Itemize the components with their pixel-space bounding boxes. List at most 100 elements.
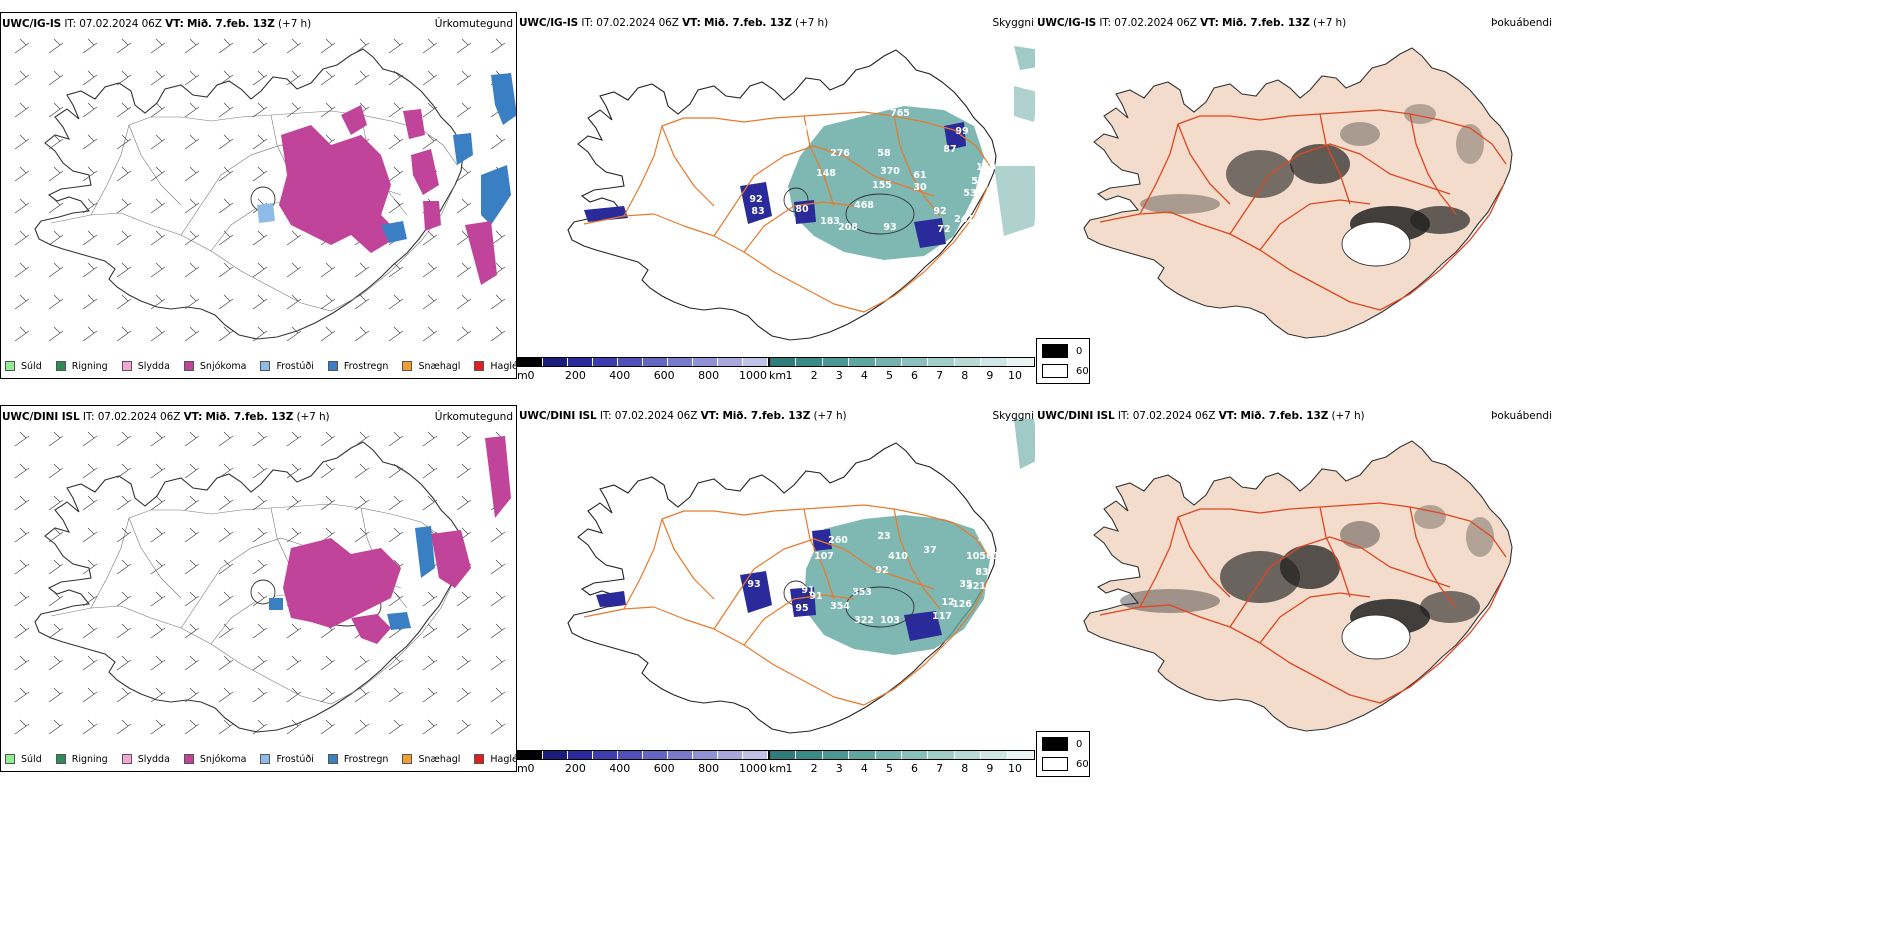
visibility-value-label: 126 [952,599,972,610]
colorbar-bin [875,358,903,366]
low-cloud-area [904,611,942,641]
wind-barb [252,591,268,607]
wind-barb [286,262,302,278]
cloudbase-colorbar: m 0 200 400 600 800 1000 [517,357,769,389]
wind-barb [116,134,132,150]
wind-barb [422,431,438,447]
river-line [50,184,456,312]
visibility-value-label: 83 [751,206,764,217]
fog-key-white-label: 60 [1076,365,1089,377]
wind-barb [150,527,166,543]
wind-barb [14,655,30,671]
visibility-value-label: 99 [955,126,968,137]
wind-barb [116,623,132,639]
visibility-colorbar: km 1 2 3 4 5 6 7 8 9 10 [769,357,1035,389]
frost-rain-area [269,598,283,610]
iceland-outline [567,442,997,734]
colorbar-unit: m [517,762,528,775]
visibility-value-label: 12 [941,597,954,608]
colorbar-tick-label: 1 [785,762,793,775]
legend-label: Frostúði [276,360,314,372]
visibility-value-label: 103 [880,615,900,626]
snow-area [465,221,497,285]
legend-label: Snæhagl [418,753,461,765]
wind-barb [252,262,268,278]
precip-map-top [14,38,516,342]
colorbar-tick-label: 0 [527,762,535,775]
wind-barb [388,134,404,150]
road-line [1229,536,1451,628]
frost-rain-area [415,526,435,578]
precip-panel-top: UWC/IG-IS IT: 07.02.2024 06Z VT: Mið. 7.… [0,12,517,379]
wind-barb [82,623,98,639]
wind-barb [422,134,438,150]
wind-barb [252,687,268,703]
fog-map-top [1083,47,1513,339]
wind-barb [320,38,336,54]
wind-barb [150,431,166,447]
fog-dense-area [1290,144,1350,184]
wind-barb [286,527,302,543]
legend-item: Rigning [55,754,108,765]
wind-barb [422,38,438,54]
legend-label: Frostregn [343,753,389,765]
colorbar-tick-label: 0 [527,369,535,382]
colorbar-bin [668,751,693,759]
visibility-value-label: 105 [966,551,986,562]
legend-item: Snæhagl [402,361,460,372]
visibility-value-label: 619 [986,551,1006,562]
colorbar-bin [743,751,768,759]
wind-barb [184,559,200,575]
wind-barb [218,687,234,703]
colorbar-bin [693,358,718,366]
wind-barb [456,495,472,511]
legend-item: Snæhagl [402,754,460,765]
wind-barb [48,527,64,543]
wind-barb [490,591,506,607]
snow-area [283,538,401,628]
wind-barb [116,463,132,479]
wind-barb [320,294,336,310]
wind-barb [48,687,64,703]
visibility-colorbar: km 1 2 3 4 5 6 7 8 9 10 [769,750,1035,782]
visibility-value-label: 260 [828,535,848,546]
wind-barb [218,230,234,246]
visibility-value-label: 61 [913,170,926,181]
colorbar-bin [718,358,743,366]
wind-barb [116,326,132,342]
low-cloud-area [914,218,946,248]
wind-barb [422,326,438,342]
river-line [128,124,182,206]
fog-key-black-swatch [1042,737,1068,751]
legend-swatch [402,754,413,764]
wind-barb [48,230,64,246]
wind-barb [252,431,268,447]
wind-barb [320,719,336,735]
legend-label: Snjókoma [199,753,247,765]
road-line [623,111,991,217]
wind-barb [388,495,404,511]
wind-barb [422,495,438,511]
wind-barb [388,591,404,607]
wind-barb [14,166,30,182]
wind-barb [354,463,370,479]
colorbar-tick-label: 600 [653,369,675,382]
wind-barb [354,687,370,703]
low-cloud-area [794,200,816,224]
legend-label: Slydda [137,360,170,372]
wind-barb [184,230,200,246]
visibility-value-label: 91 [801,585,814,596]
wind-barb [218,623,234,639]
visibility-value-label: 410 [888,551,908,562]
colorbar-bin [954,751,982,759]
wind-barb [82,527,98,543]
wind-barb [184,294,200,310]
wind-barb [218,655,234,671]
legend-swatch [327,361,338,371]
wind-barb [48,326,64,342]
wind-barb [14,527,30,543]
legend-label: Haglél [490,360,516,372]
visibility-value-label: 58 [877,148,891,159]
river-line [90,503,458,609]
